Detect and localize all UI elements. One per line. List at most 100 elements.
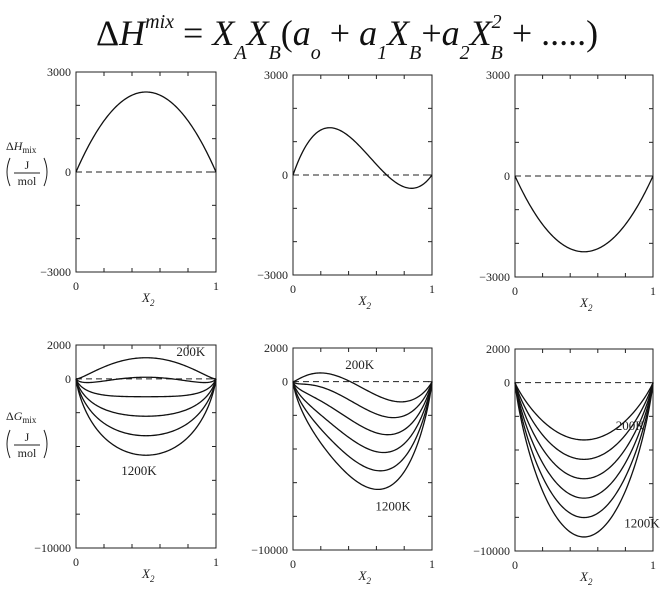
xlabel-sub: 2 [150,574,155,584]
xtick-label-dH-1: 1 [213,279,219,293]
ytick-label-dG-3: 2000 [486,342,510,356]
eq-a2x: X [469,13,492,53]
dG-paren-right [43,429,48,459]
xlabel-var: X [141,566,151,581]
series-line-dH-2-ΔHmix [292,127,433,189]
dG-unit-den: mol [18,446,37,460]
dG-title-var: G [14,409,23,423]
xtick-label-dH-2: 1 [429,282,435,296]
series-line-dG-3-600K [514,382,654,480]
series-line-dH-1-ΔHmix [75,91,217,173]
dH-title-delta: Δ [6,139,14,153]
series-line-dG-2-1000K [292,381,433,472]
series-line-dG-3-1000K [514,382,654,519]
xlabel-sub: 2 [588,577,593,587]
eq-plus2: + [421,13,442,53]
temp-label-low-dG-2: 200K [345,357,375,372]
xtick-label-dG-2: 1 [429,557,435,571]
eq-h: H [119,13,146,53]
temp-label-low-dG-3: 200K [616,418,646,433]
ytick-label-dG-2: 2000 [264,341,288,355]
series-line-dG-1-1200K [75,378,217,456]
temp-label-high-dG-2: 1200K [375,498,411,513]
eq-a2x-sup: 2 [491,11,502,33]
series-line-dG-2-800K [292,381,433,454]
eq-xa-sub: A [234,42,247,65]
xtick-label-dH-3: 0 [512,284,518,298]
ytick-label-dH-2: 0 [282,168,288,182]
eq-tail: + .....) [511,13,599,53]
series-line-dG-3-200K [514,382,654,441]
xtick-label-dH-1: 0 [73,279,79,293]
ytick-label-dH-1: 0 [65,165,71,179]
dH-unit-num: J [25,158,30,172]
eq-a1-sub: 1 [377,42,388,65]
ytick-label-dH-3: 3000 [486,68,510,82]
xlabel-sub: 2 [366,301,371,311]
series-line-dG-2-400K [292,381,433,419]
ytick-label-dH-1: −3000 [40,265,71,279]
eq-xa: X [212,13,235,53]
dH-axis-title: ΔHmix J mol [6,139,48,188]
xlabel-dH-2: X2 [358,293,372,311]
series-line-dG-3-400K [514,382,654,460]
temp-label-high-dG-3: 1200K [624,516,660,531]
xtick-label-dG-2: 0 [290,557,296,571]
series-line-dG-1-800K [75,378,217,417]
eq-xb-sub: B [268,42,281,65]
xtick-label-dH-2: 0 [290,282,296,296]
eq-a1: a [359,13,378,53]
xlabel-sub: 2 [150,298,155,308]
series-line-dG-2-1200K [292,381,433,491]
eq-a2x-sub: B [490,42,503,65]
dH-title-sub: mix [22,145,37,155]
dH-paren-left [6,157,11,187]
ytick-label-dH-3: −3000 [479,270,510,284]
eq-a1x: X [387,13,410,53]
dG-paren-left [6,429,11,459]
ytick-label-dG-3: −10000 [473,544,510,558]
svg-text:ΔHmix: ΔHmix [6,139,37,155]
dG-title-sub: mix [22,415,37,425]
xlabel-dG-1: X2 [141,566,155,584]
frame-dG-1 [75,344,217,549]
xlabel-var: X [579,295,589,310]
series-line-dG-1-400K [75,376,217,384]
eq-equals: = [183,13,204,53]
svg-text:ΔGmix: ΔGmix [6,409,37,425]
series-line-dH-3-ΔHmix [514,175,654,253]
eq-plus1: + [329,13,351,53]
xlabel-dG-2: X2 [358,568,372,586]
ytick-label-dH-1: 3000 [47,65,71,79]
series-line-dG-1-600K [75,378,217,398]
xlabel-sub: 2 [366,576,371,586]
eq-a0: a [292,13,311,53]
ytick-label-dG-1: 0 [65,372,71,386]
xlabel-var: X [579,569,589,584]
temp-label-high-dG-1: 1200K [121,463,157,478]
xlabel-dH-1: X2 [141,290,155,308]
dG-title-delta: Δ [6,409,14,423]
dH-title-var: H [13,139,24,153]
series-line-dG-2-600K [292,381,433,436]
xlabel-var: X [141,290,151,305]
eq-mix: mix [145,11,175,33]
xlabel-dG-3: X2 [579,569,593,587]
ytick-label-dG-2: 0 [282,375,288,389]
xlabel-dH-3: X2 [579,295,593,313]
ytick-label-dG-1: −10000 [34,541,71,555]
eq-open: ( [280,13,293,53]
xtick-label-dG-1: 0 [73,555,79,569]
series-line-dG-3-800K [514,382,654,499]
xtick-label-dG-1: 1 [213,555,219,569]
dG-unit-num: J [25,430,30,444]
frame-dG-2 [292,347,433,551]
series-line-dG-2-200K [292,372,433,403]
